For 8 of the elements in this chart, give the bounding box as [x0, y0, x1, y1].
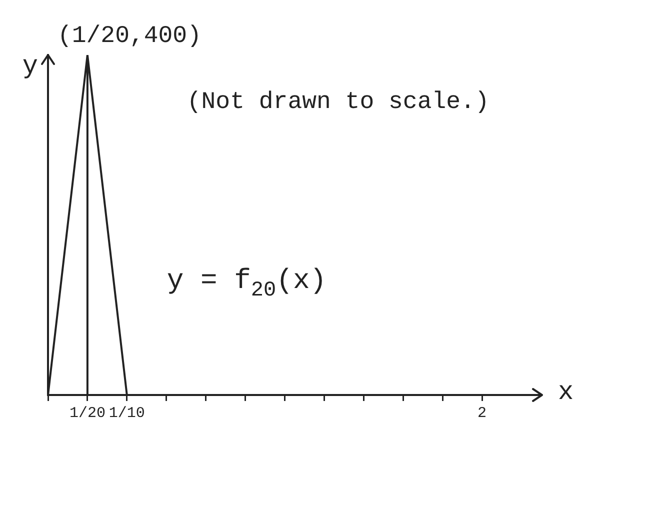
series-label: y = f$_{20}$(x): [166, 266, 327, 302]
annotation: (1/20,400): [57, 23, 202, 51]
x-axis-title: x: [558, 376, 574, 407]
x-tick-label: 1/10: [108, 404, 145, 422]
y-axis-title: y: [22, 50, 38, 81]
x-tick-label: 2: [477, 404, 487, 422]
annotation: (Not drawn to scale.): [186, 89, 490, 117]
x-tick-label: 1/20: [69, 404, 106, 422]
